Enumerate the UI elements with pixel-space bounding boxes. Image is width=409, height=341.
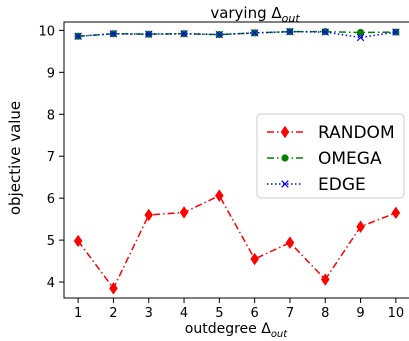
legend: RANDOM OMEGA EDGE xyxy=(256,113,405,199)
legend-marker-omega xyxy=(281,154,289,162)
legend-box xyxy=(256,113,405,199)
plot-frame xyxy=(63,21,409,299)
y-tick-label: 6 xyxy=(47,192,55,207)
data-point-edge xyxy=(74,32,82,40)
data-point-random xyxy=(215,189,224,202)
data-point-edge xyxy=(215,30,224,39)
x-axis-title-subscript: out xyxy=(271,329,288,340)
series-line-random xyxy=(77,194,397,290)
legend-entry-edge: EDGE xyxy=(267,175,366,195)
legend-marker-random xyxy=(280,125,290,139)
x-axis-title: outdegree Δout xyxy=(185,321,288,340)
y-tick-label: 5 xyxy=(47,234,55,249)
data-point-edge xyxy=(145,30,153,38)
data-point-edge xyxy=(250,29,259,37)
x-tick-label: 4 xyxy=(180,306,188,321)
series-random xyxy=(73,189,401,295)
legend-entry-omega: OMEGA xyxy=(267,149,382,169)
data-point-edge xyxy=(392,28,400,36)
data-point-edge xyxy=(109,30,118,38)
data-point-edge xyxy=(180,30,188,38)
x-tick-label: 2 xyxy=(109,306,117,321)
legend-marker-edge xyxy=(281,180,289,188)
y-tick-label: 10 xyxy=(38,24,55,39)
data-point-random xyxy=(356,220,365,233)
x-tick-label: 10 xyxy=(388,306,405,321)
series-layer xyxy=(73,27,401,295)
data-point-random xyxy=(285,236,295,249)
data-point-random xyxy=(320,273,330,286)
y-axis-title: objective value xyxy=(6,101,24,215)
x-axis-title-main: outdegree Δ xyxy=(185,321,271,337)
legend-label-random: RANDOM xyxy=(318,123,395,143)
ticks-layer: 1 2 3 4 5 6 7 8 9 10 4 5 6 7 8 9 10 xyxy=(38,24,404,321)
x-tick-label: 8 xyxy=(321,306,329,321)
data-point-random xyxy=(391,206,401,220)
legend-label-edge: EDGE xyxy=(318,175,366,195)
data-point-random xyxy=(179,206,189,219)
x-tick-label: 5 xyxy=(215,306,223,321)
series-line-omega xyxy=(78,30,396,38)
legend-entry-random: RANDOM xyxy=(267,123,395,143)
y-tick-label: 7 xyxy=(47,150,55,165)
x-tick-label: 3 xyxy=(145,306,153,321)
data-point-random xyxy=(73,234,83,248)
series-edge xyxy=(74,27,400,42)
data-point-edge xyxy=(286,27,294,36)
data-point-random xyxy=(144,208,154,222)
chart-title-subscript: out xyxy=(282,12,301,25)
chart-title-main: varying Δ xyxy=(210,4,282,22)
series-line-edge xyxy=(78,30,396,39)
y-tick-label: 8 xyxy=(47,108,55,123)
x-tick-label: 1 xyxy=(74,306,82,321)
y-tick-label: 4 xyxy=(47,276,55,291)
data-point-edge xyxy=(321,28,329,36)
data-point-edge xyxy=(356,33,365,42)
x-tick-label: 9 xyxy=(356,306,364,321)
data-point-random xyxy=(109,282,118,295)
data-point-random xyxy=(250,252,259,266)
data-point-omega xyxy=(356,28,365,37)
x-tick-label: 6 xyxy=(251,306,259,321)
x-tick-label: 7 xyxy=(286,306,294,321)
y-tick-label: 9 xyxy=(47,66,55,81)
legend-label-omega: OMEGA xyxy=(318,149,382,169)
